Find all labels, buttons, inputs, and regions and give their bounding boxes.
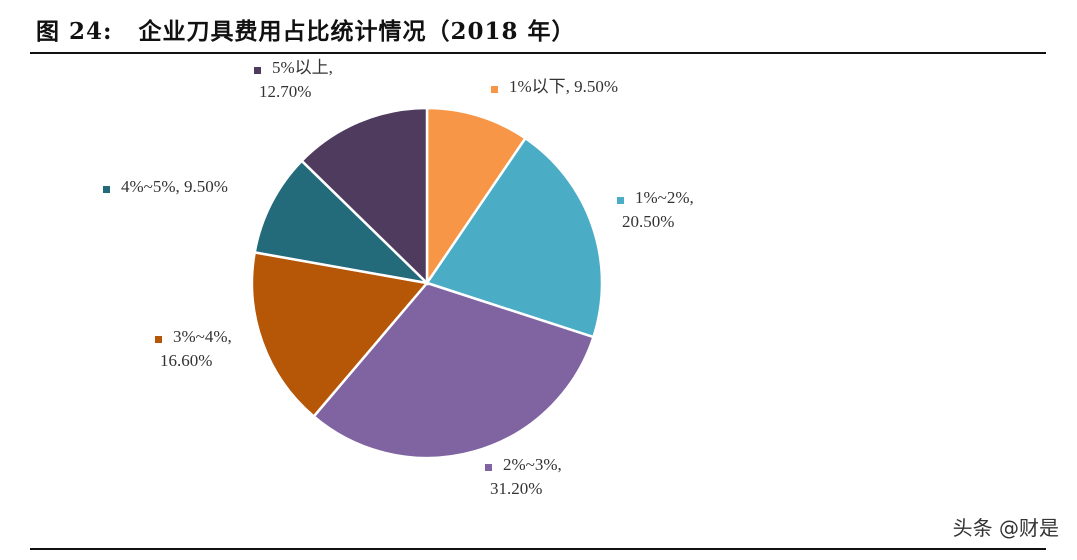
slice-value: 12.70% [259,82,311,101]
legend-marker [491,86,498,93]
pie-slice [253,159,431,285]
legend-marker [155,336,162,343]
figure-title: 图 24: 企业刀具费用占比统计情况（2018 年） [36,12,576,46]
slice-label-text: 2%~3%, 31.20% [490,455,562,498]
legend-marker [617,197,624,204]
slice-category: 1%~2%, [635,188,694,207]
slice-label: 1%~2%, 20.50% [617,188,694,231]
slice-label: 4%~5%, 9.50% [103,177,228,196]
slice-label: 5%以上, 12.70% [254,58,333,101]
slice-value: 31.20% [490,479,542,498]
pie-slice [312,281,596,460]
watermark: 头条 @财是 [952,516,1059,540]
slice-label-text: 3%~4%, 16.60% [160,327,232,370]
pie-slice [250,250,430,419]
pie-slice [299,106,429,286]
bottom-rule [30,548,1046,550]
slice-label-text: 5%以上, 12.70% [259,58,333,101]
slice-category: 3%~4%, [173,327,232,346]
figure-number: 图 24: [36,18,113,45]
legend-marker [254,67,261,74]
slice-label-text: 1%~2%, 20.50% [622,188,694,231]
legend-marker [103,186,110,193]
slice-value: 16.60% [160,351,212,370]
figure-title-text: 企业刀具费用占比统计情况（2018 年） [138,18,576,45]
slice-value: 20.50% [622,212,674,231]
pie-slice [425,106,528,288]
pie-slice [425,136,604,339]
slice-label: 3%~4%, 16.60% [155,327,232,370]
slice-category: 2%~3%, [503,455,562,474]
slice-label-text: 1%以下, 9.50% [509,77,618,96]
top-rule [30,52,1046,54]
slice-label-text: 4%~5%, 9.50% [121,177,228,196]
slice-label: 2%~3%, 31.20% [485,455,562,498]
slice-label: 1%以下, 9.50% [491,77,618,96]
slice-category: 5%以上, [272,58,333,77]
legend-marker [485,464,492,471]
